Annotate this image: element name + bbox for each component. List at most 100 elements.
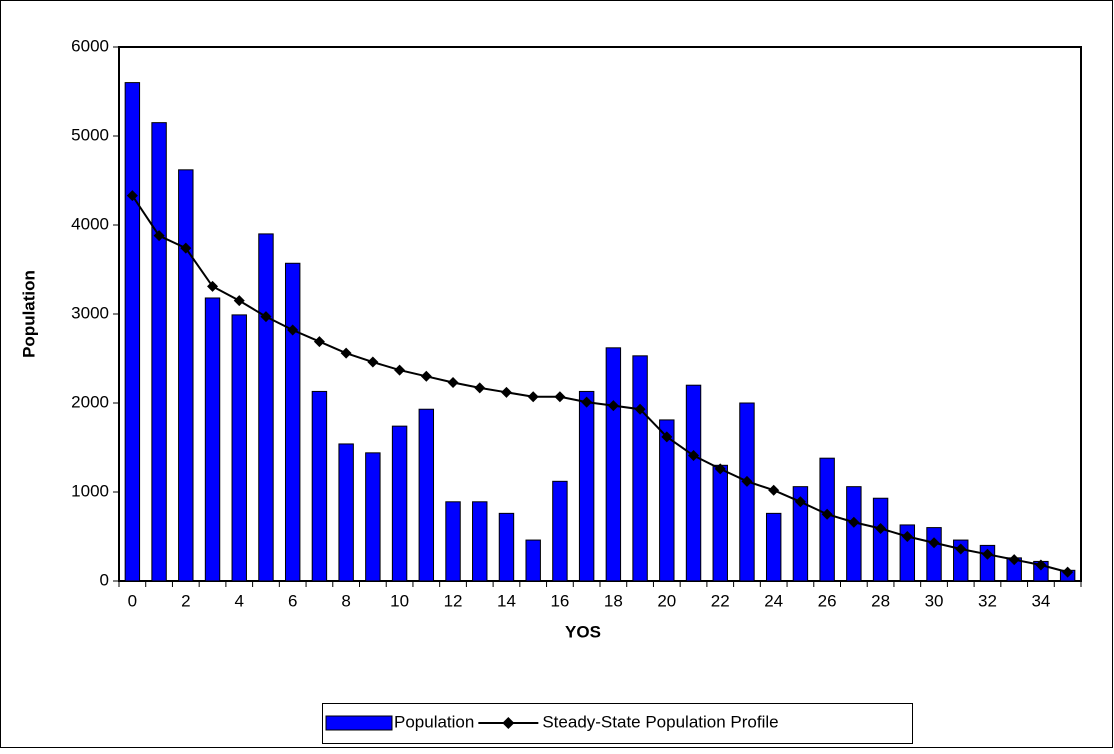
marker [955,543,967,555]
x-tick-label: 0 [128,591,137,610]
y-tick-label: 1000 [71,481,109,500]
y-tick-label: 2000 [71,392,109,411]
marker [607,400,619,412]
marker [634,403,646,415]
marker [928,537,940,549]
bar [365,452,381,582]
x-tick-label: 12 [444,591,463,610]
marker [340,347,352,359]
bar [525,539,541,582]
marker [554,391,566,403]
x-tick-label: 10 [390,591,409,610]
marker [126,190,138,202]
bar [124,82,141,582]
legend-label: Population [394,712,474,731]
x-tick-label: 18 [604,591,623,610]
x-tick-label: 4 [235,591,244,610]
marker [287,324,299,336]
y-tick-label: 3000 [71,303,109,322]
legend-marker [502,717,515,729]
bar [765,512,782,582]
legend-label: Steady-State Population Profile [542,712,778,731]
bar [632,355,648,582]
marker [794,496,806,508]
marker [180,242,192,254]
marker [714,463,726,475]
bar [712,464,728,582]
marker [688,450,700,462]
bar [605,347,622,582]
marker [233,295,245,307]
bar [311,390,328,582]
x-tick-label: 26 [818,591,837,610]
marker [741,475,753,487]
bar [472,501,488,582]
x-axis-title: YOS [565,622,601,641]
marker [207,280,219,292]
bar [204,297,221,582]
marker [420,370,432,382]
x-tick-label: 16 [550,591,569,610]
bar [391,425,408,582]
x-tick-label: 8 [341,591,350,610]
bar [552,480,568,582]
bar [151,122,167,582]
marker [394,364,406,376]
y-axis-title: Population [19,270,38,358]
bar [899,524,916,582]
bar [178,169,194,582]
x-tick-label: 2 [181,591,190,610]
marker [848,516,860,528]
bar [739,402,755,582]
x-tick-label: 14 [497,591,516,610]
bar [231,314,247,582]
bar [258,233,274,582]
y-tick-label: 4000 [71,214,109,233]
legend-box [322,703,913,744]
bar [792,486,809,582]
bar [846,486,862,582]
x-tick-label: 24 [764,591,783,610]
bar [284,262,301,582]
bar [578,390,595,582]
marker [981,548,993,560]
marker [367,356,379,368]
marker [901,531,913,542]
bar [685,384,702,582]
x-tick-label: 6 [288,591,297,610]
marker [313,336,325,348]
marker [1008,554,1020,566]
marker [821,508,833,520]
x-tick-label: 20 [657,591,676,610]
marker [474,382,486,394]
marker [1035,559,1047,571]
x-tick-label: 28 [871,591,890,610]
bar [498,512,515,582]
x-tick-label: 22 [711,591,730,610]
marker [500,386,512,398]
x-tick-label: 32 [978,591,997,610]
marker [768,484,780,496]
marker [527,391,539,403]
y-tick-label: 5000 [71,125,109,144]
x-tick-label: 30 [925,591,944,610]
bar [926,527,942,582]
y-tick-label: 6000 [71,36,109,55]
marker [661,431,673,443]
marker [1062,566,1074,578]
bar [338,443,354,582]
plot-area [118,46,1082,582]
bar [872,497,889,582]
legend-swatch [325,715,393,731]
x-tick-label: 34 [1031,591,1050,610]
marker [153,230,165,242]
bar [445,501,461,582]
marker [447,377,459,389]
y-tick-label: 0 [100,570,109,589]
bar [418,408,435,582]
marker [581,396,593,408]
marker [875,522,887,534]
marker [260,311,272,323]
bar [659,419,675,582]
